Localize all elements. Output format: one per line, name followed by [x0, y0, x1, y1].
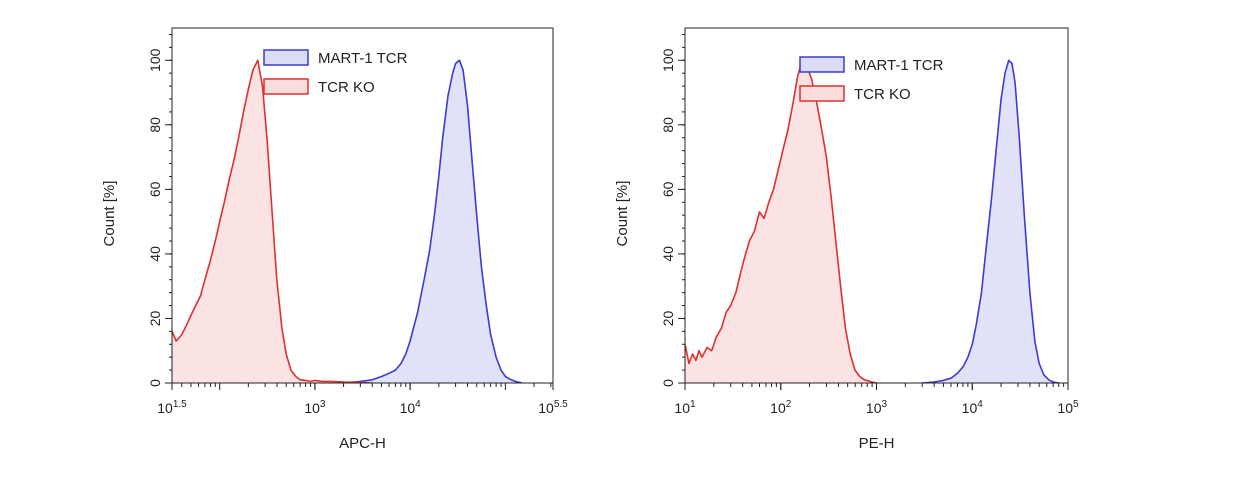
y-tick-label: 40	[147, 246, 163, 262]
legend-label: TCR KO	[318, 79, 375, 96]
x-tick-label: 105.5	[538, 399, 568, 416]
series-group	[172, 59, 523, 383]
x-tick-label: 105	[1057, 399, 1079, 416]
legend-swatch	[263, 78, 309, 95]
y-tick-label: 80	[660, 117, 676, 133]
y-tick-label: 20	[147, 310, 163, 326]
y-axis-title: Count [%]	[101, 181, 118, 247]
y-axis-title: Count [%]	[614, 181, 631, 247]
legend-label: MART-1 TCR	[318, 50, 408, 67]
y-tick-label: 80	[147, 117, 163, 133]
x-tick-label: 101	[674, 399, 696, 416]
legend: MART-1 TCR TCR KO	[263, 49, 408, 96]
series-group	[685, 59, 1059, 383]
legend-label: TCR KO	[854, 86, 911, 103]
x-tick-label: 102	[770, 399, 792, 416]
series-line-mart-1-tcr	[343, 59, 523, 383]
legend-swatch	[799, 85, 845, 102]
series-area-mart-1-tcr	[343, 60, 523, 383]
y-tick-label: 60	[147, 181, 163, 197]
legend-swatch	[263, 49, 309, 66]
x-tick-label: 103	[866, 399, 888, 416]
histogram-panel-pe: 0 20 40 60 80 100 101 102 103 104 105 PE-H Count [%]…	[614, 27, 1079, 452]
y-tick-label: 40	[660, 246, 676, 262]
series-line-tcr-ko	[685, 59, 877, 383]
plot-frame	[171, 27, 554, 384]
histogram-panel-apc: 0 20 40 60 80 100 101.5 103 104 105.5 APC-H Count […	[101, 27, 568, 452]
y-tick-label: 100	[147, 48, 163, 72]
legend-label: MART-1 TCR	[854, 57, 944, 74]
y-tick-label: 0	[660, 379, 676, 387]
x-tick-label: 104	[400, 399, 422, 416]
series-area-mart-1-tcr	[922, 60, 1059, 383]
y-tick-label: 0	[147, 379, 163, 387]
x-tick-label: 103	[304, 399, 326, 416]
y-tick-label: 60	[660, 181, 676, 197]
x-tick-label: 104	[962, 399, 984, 416]
series-line-tcr-ko	[172, 59, 373, 383]
x-tick-label: 101.5	[157, 399, 187, 416]
y-tick-label: 20	[660, 310, 676, 326]
y-tick-label: 100	[660, 48, 676, 72]
x-axis-title: APC-H	[339, 435, 386, 452]
legend: MART-1 TCR TCR KO	[799, 56, 944, 103]
legend-swatch	[799, 56, 845, 73]
series-line-mart-1-tcr	[922, 59, 1059, 383]
x-axis-title: PE-H	[859, 435, 895, 452]
series-area-tcr-ko	[685, 60, 877, 383]
